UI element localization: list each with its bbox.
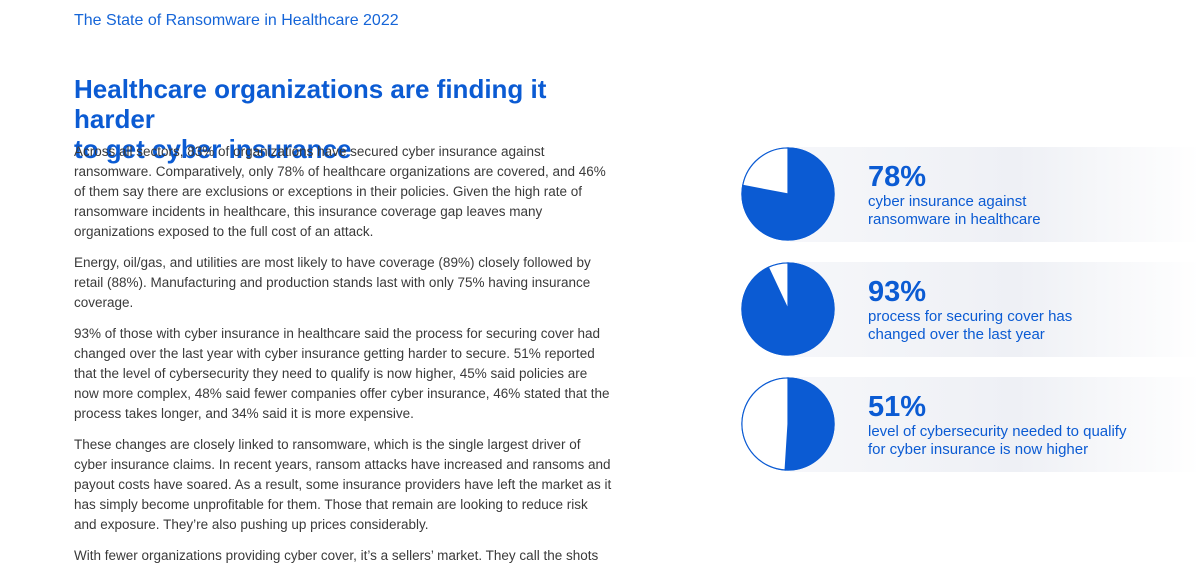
stat-description-line: cyber insurance against (868, 193, 1027, 210)
paragraph: With fewer organizations providing cyber… (74, 548, 599, 563)
stat-description: process for securing cover has changed o… (868, 308, 1188, 344)
stat-description-line: level of cybersecurity needed to qualify (868, 423, 1127, 440)
stat-description-line: for cyber insurance is now higher (868, 441, 1089, 458)
paragraph: Energy, oil/gas, and utilities are most … (74, 255, 591, 310)
paragraph: 93% of those with cyber insurance in hea… (74, 326, 610, 421)
stat-card-cybersecurity-level: 51% level of cybersecurity needed to qua… (790, 377, 1200, 472)
stat-description: level of cybersecurity needed to qualify… (868, 423, 1188, 459)
stat-percent: 51% (868, 391, 927, 423)
stat-description-line: changed over the last year (868, 326, 1045, 343)
stat-card-insurance-coverage: 78% cyber insurance against ransomware i… (790, 147, 1200, 242)
stat-percent: 93% (868, 276, 927, 308)
paragraph: These changes are closely linked to rans… (74, 437, 612, 532)
stat-card-process-changed: 93% process for securing cover has chang… (790, 262, 1200, 357)
paragraph: Across all sectors, 83% of organizations… (74, 144, 606, 239)
body-text: Across all sectors, 83% of organizations… (74, 142, 614, 577)
pie-chart-process-changed (741, 262, 835, 356)
document-header-title: The State of Ransomware in Healthcare 20… (74, 12, 399, 29)
pie-chart-cybersecurity-level (741, 377, 835, 471)
pie-chart-insurance-coverage (741, 147, 835, 241)
pie-slice-value (784, 377, 835, 471)
page-title-line-2: to get cyber insurance (74, 134, 352, 164)
stat-description-line: process for securing cover has (868, 308, 1073, 325)
page-title-line-1: Healthcare organizations are finding it … (74, 74, 547, 134)
page-title: Healthcare organizations are finding it … (74, 74, 634, 164)
stat-percent: 78% (868, 161, 927, 193)
stat-description: cyber insurance against ransomware in he… (868, 193, 1188, 229)
pie-slice-remainder (741, 377, 789, 471)
stat-description-line: ransomware in healthcare (868, 211, 1041, 228)
pie-slice-remainder (742, 147, 789, 195)
pie-slice-remainder (767, 262, 789, 310)
